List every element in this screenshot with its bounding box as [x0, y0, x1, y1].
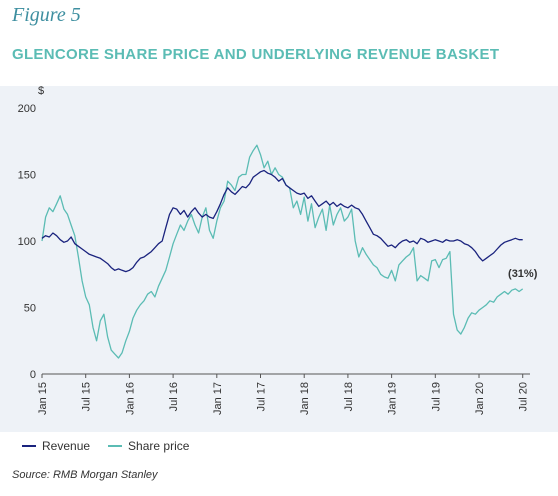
x-tick-label: Jan 15: [37, 382, 49, 415]
x-tick-label: Jan 19: [387, 382, 399, 415]
x-tick-label: Jul 16: [168, 382, 180, 411]
y-axis: 0 50 100 150 200$: [18, 86, 44, 381]
y-axis-unit: $: [38, 86, 44, 97]
chart-title: GLENCORE SHARE PRICE AND UNDERLYING REVE…: [12, 46, 500, 63]
legend-label-share-price: Share price: [128, 439, 190, 453]
legend: Revenue Share price: [22, 439, 189, 453]
figure-label: Figure 5: [12, 4, 81, 26]
x-tick-label: Jan 18: [299, 382, 311, 415]
legend-item-revenue: Revenue: [22, 439, 90, 453]
y-tick-label: 100: [18, 236, 36, 248]
share-price-swatch: [108, 445, 123, 447]
x-axis: Jan 15 Jul 15 Jan 16 Jul 16 Jan 17 Jul 17 Jan …: [37, 373, 530, 415]
x-tick-label: Jan 16: [124, 382, 136, 415]
x-tick-label: Jan 17: [212, 382, 224, 415]
revenue-swatch: [22, 445, 36, 447]
legend-label-revenue: Revenue: [42, 439, 91, 453]
annotation-label: (31%): [508, 268, 538, 280]
legend-item-share-price: Share price: [108, 439, 189, 453]
x-tick-label: Jul 18: [343, 382, 355, 411]
chart-area: 0 50 100 150 200 $ Jan 15 Jul 15 Jan 16 Jul 16 Ja…: [0, 86, 558, 432]
y-tick-label: 200: [18, 103, 36, 115]
annotation-layer: (31%): [508, 268, 538, 280]
source-note: Source: RMB Morgan Stanley: [12, 469, 158, 481]
series-line-share-price: [41, 144, 524, 359]
y-tick-label: 50: [24, 303, 36, 315]
x-tick-label: Jul 15: [81, 382, 93, 411]
y-tick-label: 0: [30, 369, 36, 381]
x-tick-label: Jul 20: [518, 382, 530, 411]
x-tick-label: Jul 19: [430, 382, 442, 411]
x-tick-label: Jul 17: [256, 382, 268, 411]
y-tick-label: 150: [18, 170, 36, 182]
series-line-revenue: [41, 169, 523, 273]
x-tick-label: Jan 20: [474, 382, 486, 415]
series-layer: [41, 144, 524, 359]
